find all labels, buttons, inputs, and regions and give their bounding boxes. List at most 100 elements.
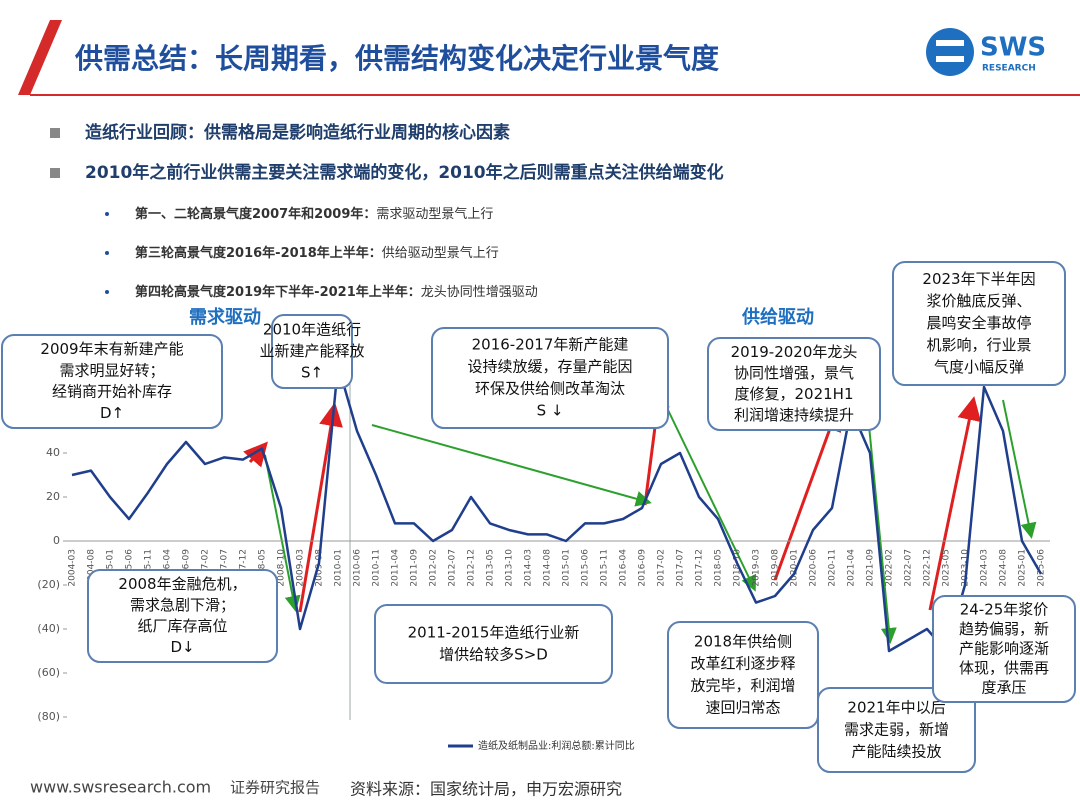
footer-report: 证券研究报告 <box>230 779 320 797</box>
annotation-text: 产能陆续投放 <box>851 743 941 761</box>
x-tick-label: 2004-03 <box>68 549 78 587</box>
annotation-text: 度承压 <box>981 679 1026 697</box>
annotation-text: 2019-2020年龙头 <box>731 343 858 361</box>
annotation-box <box>892 261 1066 386</box>
annotation-box <box>431 327 669 429</box>
x-tick-label: 2016-09 <box>638 549 648 587</box>
sub-bullet-dot <box>105 212 109 216</box>
sub-bullet-bold: 第三轮高景气度2016年-2018年上半年： <box>135 245 382 261</box>
sub-bullet: 第三轮高景气度2016年-2018年上半年：供给驱动型景气上行 <box>135 245 499 261</box>
x-tick-label: 2004-08 <box>87 549 97 587</box>
x-tick-label: 2009-03 <box>296 549 306 587</box>
x-tick-label: 2020-11 <box>828 549 838 587</box>
x-tick-label: 2009-08 <box>315 549 325 587</box>
annotation-text: D↑ <box>100 404 124 422</box>
annotation-text: 度修复，2021H1 <box>735 385 854 403</box>
annotation-text: 放完毕，利润增 <box>690 677 795 695</box>
x-tick-label: 2019-03 <box>752 549 762 587</box>
annotation-text: 增供给较多S>D <box>439 646 548 664</box>
annotation-text: 协同性增强，景气 <box>734 364 854 382</box>
footer-source: 资料来源：国家统计局，申万宏源研究 <box>350 780 622 799</box>
y-tick-label: (20) <box>37 578 60 591</box>
green-arrow <box>865 394 897 644</box>
annotation-text: 2023年下半年因 <box>922 270 1035 288</box>
annotation-text: 纸厂库存高位 <box>137 617 227 635</box>
sub-bullet: 第一、二轮高景气度2007年和2009年：需求驱动型景气上行 <box>135 206 493 222</box>
red-arrow <box>928 396 982 611</box>
annotation-box <box>667 621 819 729</box>
sub-bullet: 第四轮高景气度2019年下半年-2021年上半年：龙头协同性增强驱动 <box>135 284 538 300</box>
annotation-box <box>271 314 353 389</box>
annotation-text: 2011-2015年造纸行业新 <box>408 624 580 642</box>
x-tick-label: 2011-09 <box>410 549 420 587</box>
logo-icon-bar <box>936 56 964 62</box>
x-tick-label: 2017-12 <box>695 549 705 587</box>
annotation-text: 浆价触底反弹、 <box>926 292 1031 310</box>
red-arrow <box>773 406 842 581</box>
x-tick-label: 2020-01 <box>790 549 800 587</box>
annotation-box <box>374 604 613 684</box>
annotation-text: 24-25年浆价 <box>960 600 1049 618</box>
logo-text: SWS <box>980 33 1046 63</box>
annotation-text: 经销商开始补库存 <box>52 383 172 401</box>
data-line <box>71 363 1043 653</box>
x-tick-label: 2022-07 <box>904 549 914 587</box>
logo-sub: RESEARCH <box>982 64 1036 74</box>
sub-bullet-bold: 第一、二轮高景气度2007年和2009年： <box>135 206 376 222</box>
x-tick-label: 2006-09 <box>182 549 192 587</box>
green-arrow <box>264 454 301 612</box>
green-arrow <box>1002 399 1037 539</box>
annotation-text: 2016-2017年新产能建 <box>472 336 629 354</box>
x-tick-label: 2024-08 <box>999 549 1009 587</box>
annotation-text: 需求急剧下滑； <box>130 596 235 614</box>
annotation-text: 晨鸣安全事故停 <box>926 314 1031 332</box>
annotation-text: 业新建产能释放 <box>259 342 364 360</box>
x-tick-label: 2005-01 <box>106 549 116 587</box>
x-tick-label: 2008-05 <box>258 549 268 587</box>
bullet-marker <box>50 168 60 178</box>
annotation-text: 2008年金融危机， <box>118 575 246 593</box>
legend-label: 造纸及纸制品业:利润总额:累计同比 <box>478 739 635 752</box>
annotation-box <box>87 569 278 663</box>
annotation-box <box>1 334 223 429</box>
x-tick-label: 2025-06 <box>1037 549 1047 587</box>
x-tick-label: 2005-06 <box>125 549 135 587</box>
bullet-text: 2010年之前行业供需主要关注需求端的变化，2010年之后则需重点关注供给端变化 <box>85 162 724 183</box>
x-tick-label: 2011-04 <box>391 549 401 587</box>
x-tick-label: 2013-05 <box>486 549 496 587</box>
x-tick-label: 2018-10 <box>733 549 743 587</box>
sub-bullet-bold: 第四轮高景气度2019年下半年-2021年上半年： <box>135 284 421 300</box>
x-tick-label: 2008-10 <box>277 549 287 587</box>
x-tick-label: 2023-05 <box>942 549 952 587</box>
y-tick-label: (40) <box>37 622 60 635</box>
annotation-text: 机影响，行业景 <box>926 336 1031 354</box>
x-tick-label: 2012-02 <box>429 549 439 587</box>
x-tick-label: 2012-12 <box>467 549 477 587</box>
annotation-text: 速回归常态 <box>705 699 780 717</box>
sub-bullet-dot <box>105 290 109 294</box>
x-tick-label: 2006-04 <box>163 549 173 587</box>
x-tick-label: 2022-02 <box>885 549 895 587</box>
x-tick-label: 2015-06 <box>581 549 591 587</box>
driver-label: 供给驱动 <box>741 306 814 328</box>
arrows <box>243 382 1037 644</box>
x-tick-label: 2014-03 <box>524 549 534 587</box>
annotation-text: 改革红利逐步释 <box>690 655 795 673</box>
x-tick-label: 2018-05 <box>714 549 724 587</box>
annotation-text: 2009年末有新建产能 <box>40 340 183 358</box>
x-tick-label: 2005-11 <box>144 549 154 587</box>
sub-bullet-text: 龙头协同性增强驱动 <box>421 285 538 300</box>
annotation-text: 2018年供给侧 <box>694 633 792 651</box>
annotation-text: 利润增速持续提升 <box>734 406 854 424</box>
footer-site: www.swsresearch.com <box>30 778 211 797</box>
x-tick-label: 2007-07 <box>220 549 230 587</box>
x-tick-label: 2012-07 <box>448 549 458 587</box>
annotation-text: 产能影响逐渐 <box>959 640 1049 658</box>
annotation-text: 需求明显好转； <box>59 361 164 379</box>
x-tick-label: 2007-02 <box>201 549 211 587</box>
x-tick-label: 2010-11 <box>372 549 382 587</box>
x-tick-label: 2021-04 <box>847 549 857 587</box>
sub-bullet-text: 需求驱动型景气上行 <box>376 206 493 222</box>
y-tick-label: 40 <box>46 446 60 459</box>
x-tick-label: 2014-08 <box>543 549 553 587</box>
